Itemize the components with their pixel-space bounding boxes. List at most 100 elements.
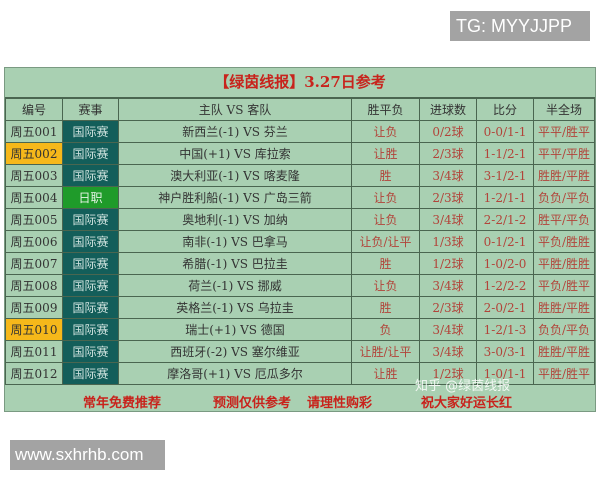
- table-row: 周五010 国际赛 瑞士(+1) VS 德国负 3/4球 1-2/1-3 负负/平负: [5, 318, 595, 341]
- goals-pick: 1/3球: [419, 230, 477, 253]
- league: 国际赛: [62, 142, 119, 165]
- header-result: 胜平负: [351, 98, 420, 121]
- match-id: 周五004: [5, 186, 63, 209]
- league: 国际赛: [62, 164, 119, 187]
- result-pick: 让负: [351, 120, 420, 143]
- goals-pick: 2/3球: [419, 142, 477, 165]
- match-id: 周五008: [5, 274, 63, 297]
- teams: 希腊(-1) VS 巴拉圭: [118, 252, 352, 275]
- teams: 澳大利亚(-1) VS 喀麦隆: [118, 164, 352, 187]
- teams: 南非(-1) VS 巴拿马: [118, 230, 352, 253]
- match-id: 周五010: [5, 318, 63, 341]
- header-league: 赛事: [62, 98, 119, 121]
- board-title: 【绿茵线报】3.27日参考: [5, 68, 595, 98]
- table-row: 周五003 国际赛 澳大利亚(-1) VS 喀麦隆胜 3/4球 3-1/2-1 胜胜/平胜: [5, 164, 595, 187]
- teams: 英格兰(-1) VS 乌拉圭: [118, 296, 352, 319]
- match-id: 周五005: [5, 208, 63, 231]
- match-id: 周五007: [5, 252, 63, 275]
- teams: 新西兰(-1) VS 芬兰: [118, 120, 352, 143]
- league: 日职: [62, 186, 119, 209]
- footer-slogan: 预测仅供参考: [213, 396, 292, 411]
- htft-pick: 胜胜/平胜: [533, 164, 595, 187]
- prediction-board: 【绿茵线报】3.27日参考 编号 赛事 主队 VS 客队 胜平负 进球数 比分 …: [4, 67, 596, 412]
- htft-pick: 平负/胜胜: [533, 230, 595, 253]
- score-pick: 1-2/1-1: [476, 186, 534, 209]
- teams: 神户胜利船(-1) VS 广岛三箭: [118, 186, 352, 209]
- prediction-table: 编号 赛事 主队 VS 客队 胜平负 进球数 比分 半全场 周五001 国际赛 新西…: [5, 98, 595, 385]
- htft-pick: 负负/平负: [533, 186, 595, 209]
- footer-slogan: 常年免费推荐: [83, 396, 162, 411]
- table-row: 周五008 国际赛 荷兰(-1) VS 挪威 让负 3/4球 1-2/2-2 平负/胜平: [5, 274, 595, 297]
- header-score: 比分: [476, 98, 534, 121]
- goals-pick: 3/4球: [419, 208, 477, 231]
- htft-pick: 平胜/胜平: [533, 362, 595, 385]
- goals-pick: 3/4球: [419, 318, 477, 341]
- score-pick: 3-1/2-1: [476, 164, 534, 187]
- htft-pick: 负负/平负: [533, 318, 595, 341]
- teams: 西班牙(-2) VS 塞尔维亚: [118, 340, 352, 363]
- result-pick: 让负: [351, 208, 420, 231]
- zhihu-watermark: 知乎 @绿茵线报: [415, 379, 511, 394]
- teams: 奥地利(-1) VS 加纳: [118, 208, 352, 231]
- result-pick: 让胜: [351, 362, 420, 385]
- footer-slogan: 请理性购彩: [307, 396, 373, 411]
- match-id: 周五003: [5, 164, 63, 187]
- teams: 荷兰(-1) VS 挪威: [118, 274, 352, 297]
- goals-pick: 1/2球: [419, 362, 477, 385]
- goals-pick: 3/4球: [419, 340, 477, 363]
- score-pick: 0-0/1-1: [476, 120, 534, 143]
- table-row: 周五012 国际赛 摩洛哥(+1) VS 厄瓜多尔 让胜 1/2球 1-0/1-1 平胜/胜…: [5, 362, 595, 385]
- htft-pick: 平负/胜平: [533, 274, 595, 297]
- score-pick: 3-0/3-1: [476, 340, 534, 363]
- score-pick: 0-1/2-1: [476, 230, 534, 253]
- score-pick: 1-1/2-1: [476, 142, 534, 165]
- htft-pick: 胜平/平负: [533, 208, 595, 231]
- table-row: 周五009 国际赛 英格兰(-1) VS 乌拉圭胜 2/3球 2-0/2-1 胜胜/平胜: [5, 296, 595, 319]
- match-id: 周五001: [5, 120, 63, 143]
- table-row: 周五002 国际赛 中国(+1) VS 库拉索 让胜 2/3球 1-1/2-1 平平/平胜: [5, 142, 595, 165]
- table-row: 周五004 日职 神户胜利船(-1) VS 广岛三箭 让负 2/3球 1-2/1-1 负负/…: [5, 186, 595, 209]
- goals-pick: 3/4球: [419, 164, 477, 187]
- result-pick: 让负: [351, 186, 420, 209]
- teams: 摩洛哥(+1) VS 厄瓜多尔: [118, 362, 352, 385]
- score-pick: 1-0/1-1: [476, 362, 534, 385]
- footer-slogan: 祝大家好运长红: [421, 396, 513, 411]
- result-pick: 让胜: [351, 142, 420, 165]
- league: 国际赛: [62, 252, 119, 275]
- league: 国际赛: [62, 274, 119, 297]
- teams: 瑞士(+1) VS 德国: [118, 318, 352, 341]
- score-pick: 2-2/1-2: [476, 208, 534, 231]
- score-pick: 1-2/1-3: [476, 318, 534, 341]
- league: 国际赛: [62, 230, 119, 253]
- goals-pick: 2/3球: [419, 186, 477, 209]
- table-row: 周五011 国际赛 西班牙(-2) VS 塞尔维亚 让胜/让平 3/4球 3-0/3-1 胜…: [5, 340, 595, 363]
- goals-pick: 0/2球: [419, 120, 477, 143]
- htft-pick: 平平/胜平: [533, 120, 595, 143]
- league: 国际赛: [62, 296, 119, 319]
- result-pick: 让负/让平: [351, 230, 420, 253]
- match-id: 周五006: [5, 230, 63, 253]
- league: 国际赛: [62, 362, 119, 385]
- htft-pick: 平胜/胜胜: [533, 252, 595, 275]
- league: 国际赛: [62, 340, 119, 363]
- match-id: 周五002: [5, 142, 63, 165]
- result-pick: 负: [351, 318, 420, 341]
- teams: 中国(+1) VS 库拉索: [118, 142, 352, 165]
- match-id: 周五009: [5, 296, 63, 319]
- tg-watermark: TG: MYYJJPP: [450, 11, 590, 41]
- header-htft: 半全场: [533, 98, 595, 121]
- board-footer: 常年免费推荐 预测仅供参考 请理性购彩 祝大家好运长红 知乎 @绿茵线报: [5, 379, 595, 415]
- result-pick: 胜: [351, 164, 420, 187]
- table-row: 周五001 国际赛 新西兰(-1) VS 芬兰 让负 0/2球 0-0/1-1 平平/胜平: [5, 120, 595, 143]
- table-row: 周五005 国际赛 奥地利(-1) VS 加纳 让负 3/4球 2-2/1-2 胜平/平负: [5, 208, 595, 231]
- htft-pick: 胜胜/平胜: [533, 296, 595, 319]
- htft-pick: 平平/平胜: [533, 142, 595, 165]
- header-teams: 主队 VS 客队: [118, 98, 352, 121]
- table-row: 周五006 国际赛 南非(-1) VS 巴拿马 让负/让平 1/3球 0-1/2-1 平负/…: [5, 230, 595, 253]
- site-watermark: www.sxhrhb.com: [10, 440, 165, 470]
- score-pick: 2-0/2-1: [476, 296, 534, 319]
- result-pick: 让负: [351, 274, 420, 297]
- result-pick: 胜: [351, 296, 420, 319]
- league: 国际赛: [62, 208, 119, 231]
- goals-pick: 2/3球: [419, 296, 477, 319]
